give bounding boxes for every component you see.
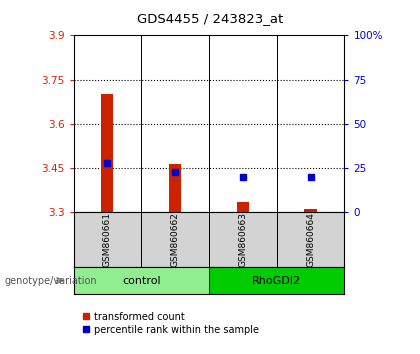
Bar <box>74 267 209 294</box>
Text: control: control <box>122 275 160 286</box>
Bar <box>237 202 249 212</box>
Text: GSM860661: GSM860661 <box>103 212 112 267</box>
Text: GSM860663: GSM860663 <box>238 212 247 267</box>
Bar <box>169 164 181 212</box>
Bar <box>74 212 141 267</box>
Bar <box>304 210 317 212</box>
Text: GDS4455 / 243823_at: GDS4455 / 243823_at <box>137 12 283 25</box>
Text: RhoGDI2: RhoGDI2 <box>252 275 301 286</box>
Bar <box>141 212 209 267</box>
Legend: transformed count, percentile rank within the sample: transformed count, percentile rank withi… <box>79 308 263 338</box>
Bar <box>209 267 344 294</box>
Text: GSM860664: GSM860664 <box>306 212 315 267</box>
Bar <box>209 212 277 267</box>
Text: genotype/variation: genotype/variation <box>4 275 97 286</box>
Text: GSM860662: GSM860662 <box>171 212 180 267</box>
Bar <box>101 95 113 212</box>
Bar <box>277 212 344 267</box>
